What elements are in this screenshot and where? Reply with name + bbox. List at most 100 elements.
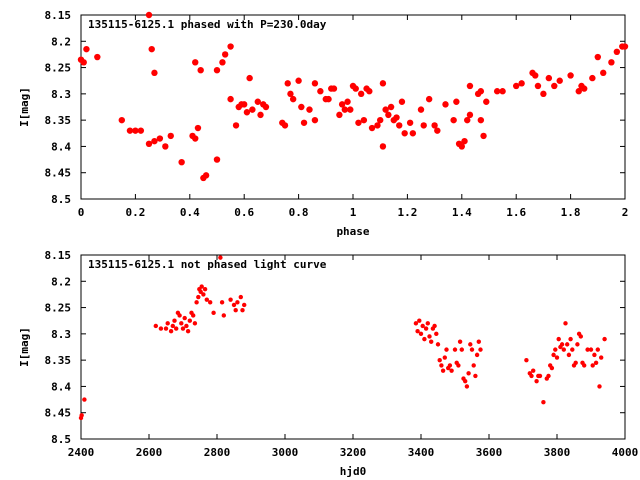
phased-data-point [232,122,240,129]
phased-data-point [581,85,588,92]
phased-data-point [556,77,563,84]
phased-data-point [379,80,387,87]
phased-data-point [366,88,373,95]
unphased-data-point [442,355,447,360]
unphased-x-axis-label: hjd0 [340,465,367,478]
phased-x-tick-label: 2 [622,206,629,219]
unphased-data-point [549,365,555,371]
unphased-data-point [553,347,558,352]
phased-data-point [300,119,308,126]
unphased-data-point [413,321,419,326]
phased-y-axis-label: I[mag] [18,87,31,127]
unphased-light-curve-panel: 2400 2600 2800 3000 3200 3400 3600 3800 4000 8.1… [18,249,638,478]
phased-data-point [540,90,547,98]
phased-data-point [336,111,343,119]
unphased-data-point [565,342,570,347]
phased-data-point [178,159,185,166]
phased-data-point [80,59,87,66]
unphased-data-point [592,352,597,358]
unphased-plot-frame [80,254,626,440]
unphased-data-point [440,368,446,373]
unphased-data-point [449,368,454,373]
unphased-y-tick-label: 8.2 [51,275,71,288]
phased-data-point [145,140,153,147]
phased-y-tick-label: 8.2 [51,35,71,48]
phased-y-tick-label: 8.4 [51,140,71,153]
unphased-data-point [427,334,432,339]
phased-data-point [431,122,438,129]
unphased-data-point [420,323,425,329]
phased-data-point [227,43,234,50]
unphased-data-point [233,308,238,313]
unphased-data-point [198,289,203,294]
phased-data-point [241,101,248,108]
phased-data-point [450,116,457,124]
unphased-data-point [563,321,568,326]
phased-data-point [406,119,414,126]
unphased-data-point [599,355,604,360]
phased-data-point [480,132,487,140]
phased-data-point [262,103,270,111]
unphased-data-point [418,331,424,337]
unphased-data-point [588,347,594,352]
phased-data-point [483,98,490,105]
unphased-data-point [437,357,442,363]
phased-data-point [377,116,384,124]
unphased-data-point [170,323,175,329]
phased-light-curve-panel: 0 0.2 0.4 0.6 0.8 1 1.2 1.4 1.6 1.8 2 8.15 8.2 8.25 8… [18,9,628,238]
phased-data-point [420,122,427,129]
unphased-data-point [561,347,566,352]
phased-data-point [352,85,359,92]
phased-data-point [466,82,474,90]
unphased-data-point [235,300,240,305]
phased-data-point [398,98,406,105]
unphased-x-tick-label: 3800 [544,446,571,459]
phased-y-tick-label: 8.3 [51,88,71,101]
phased-data-point [298,103,305,111]
phased-data-point [464,116,471,124]
unphased-data-point [192,321,198,326]
phased-data-point [551,82,558,90]
phased-data-point [513,82,520,90]
unphased-data-point [559,342,565,347]
phased-data-point [227,95,234,103]
phased-data-point [118,116,126,124]
unphased-data-point [537,373,543,379]
phased-data-point [477,116,485,124]
unphased-data-point [582,363,587,368]
phased-data-point [545,74,553,82]
phased-data-point [393,114,400,121]
phased-y-tick-label: 8.15 [45,9,72,22]
phased-data-point [499,88,506,95]
phased-data-point [417,106,425,113]
unphased-data-point [174,326,179,331]
phased-x-tick-label: 0.4 [180,206,200,219]
phased-data-point [434,127,441,134]
unphased-y-tick-label: 8.35 [45,354,72,367]
unphased-data-point [602,336,607,342]
unphased-data-point [593,360,599,365]
unphased-data-point [204,297,209,302]
unphased-data-point [464,384,470,389]
phased-data-point [311,116,319,124]
unphased-data-point [434,331,439,337]
unphased-data-point [556,336,561,342]
unphased-data-point [82,397,87,402]
unphased-data-point [199,284,204,289]
phased-data-point [243,109,251,116]
phased-data-point [396,122,403,129]
phased-data-point [567,72,574,79]
unphased-data-point [179,321,184,326]
unphased-data-point [153,323,158,329]
unphased-data-point [425,321,430,326]
phased-x-tick-label: 1.6 [506,206,526,219]
phased-data-point [162,143,169,150]
unphased-data-point [79,413,84,418]
phased-x-tick-label: 1.2 [397,206,417,219]
unphased-data-point [531,368,536,373]
unphased-data-point [422,336,427,342]
phased-data-point [83,45,90,53]
unphased-data-point [554,355,560,360]
unphased-data-point [468,342,473,347]
unphased-data-point [231,302,237,308]
